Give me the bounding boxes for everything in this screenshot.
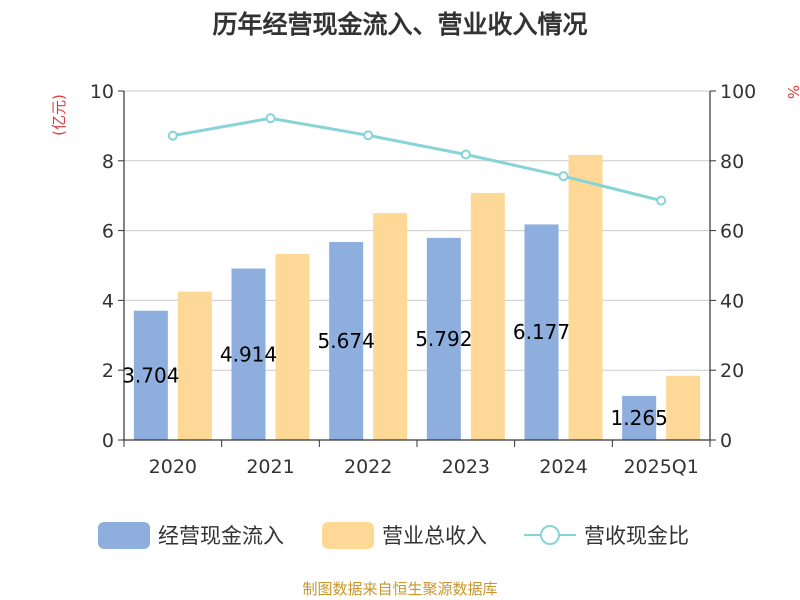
legend-item-2[interactable]: 营收现金比 — [524, 524, 689, 548]
ratio-line — [167, 113, 667, 206]
bar-revenue — [470, 192, 505, 440]
x-axis-tick-label: 2025Q1 — [623, 456, 698, 478]
left-axis-tick-label: 10 — [90, 81, 114, 103]
x-axis-tick-label: 2020 — [149, 456, 197, 478]
source-note: 制图数据来自恒生聚源数据库 — [302, 580, 497, 598]
legend-label: 营业总收入 — [382, 524, 487, 548]
data-label-cash-inflow: 1.265 — [611, 406, 668, 430]
x-axis-tick-label: 2024 — [539, 456, 587, 478]
legend-swatch-marker — [540, 525, 560, 545]
left-axis-tick-label: 6 — [102, 221, 114, 243]
bar-revenue — [568, 154, 603, 440]
right-axis-tick-label: 100 — [720, 81, 756, 103]
ratio-point — [558, 171, 569, 182]
data-label-cash-inflow: 5.792 — [415, 327, 472, 351]
data-labels: 3.704 4.914 5.674 5.792 6.177 1.265 — [122, 320, 668, 430]
right-axis-tick-label: 80 — [720, 151, 744, 173]
bar-revenue — [275, 253, 310, 440]
bar-cash-inflow — [133, 310, 168, 440]
ratio-series-line — [172, 116, 662, 203]
left-axis-unit: (亿元) — [50, 94, 68, 136]
left-axis-tick-label: 4 — [102, 290, 114, 312]
data-label-cash-inflow: 3.704 — [122, 363, 179, 387]
ratio-point — [167, 130, 178, 141]
bar-cash-inflow — [524, 224, 559, 440]
data-label-cash-inflow: 5.674 — [318, 329, 375, 353]
right-axis-tick-label: 60 — [720, 221, 744, 243]
legend-item-1[interactable]: 营业总收入 — [322, 522, 487, 549]
legend-swatch-bar — [98, 522, 150, 549]
ratio-point — [363, 130, 374, 141]
left-axis-tick-label: 8 — [102, 151, 114, 173]
legend[interactable]: 经营现金流入 营业总收入 营收现金比 — [98, 522, 689, 549]
axes — [118, 90, 716, 447]
bar-cash-inflow — [231, 268, 266, 440]
bar-revenue — [666, 375, 701, 440]
legend-swatch-bar — [322, 522, 374, 549]
bar-cash-inflow — [329, 241, 364, 440]
left-axis-tick-label: 0 — [102, 430, 114, 452]
x-axis-tick-label: 2022 — [344, 456, 392, 478]
legend-item-0[interactable]: 经营现金流入 — [98, 522, 284, 549]
x-axis-tick-label: 2021 — [246, 456, 294, 478]
bars — [133, 154, 701, 440]
bar-revenue — [177, 291, 212, 440]
right-axis-tick-label: 40 — [720, 290, 744, 312]
left-axis-tick-label: 2 — [102, 360, 114, 382]
data-label-cash-inflow: 4.914 — [220, 342, 277, 366]
data-label-cash-inflow: 6.177 — [513, 320, 570, 344]
chart-title: 历年经营现金流入、营业收入情况 — [212, 10, 587, 39]
bar-revenue — [373, 213, 408, 440]
right-axis-tick-label: 0 — [720, 430, 732, 452]
legend-label: 经营现金流入 — [158, 524, 284, 548]
ratio-point — [656, 195, 667, 206]
legend-label: 营收现金比 — [584, 524, 689, 548]
ratio-point — [265, 113, 276, 124]
ratio-point — [460, 149, 471, 160]
x-axis-tick-label: 2023 — [442, 456, 490, 478]
gridlines — [124, 90, 710, 371]
right-axis-tick-label: 20 — [720, 360, 744, 382]
right-axis-unit: % — [784, 85, 800, 99]
bar-cash-inflow — [426, 237, 461, 440]
bar-cash-inflow — [622, 395, 657, 440]
